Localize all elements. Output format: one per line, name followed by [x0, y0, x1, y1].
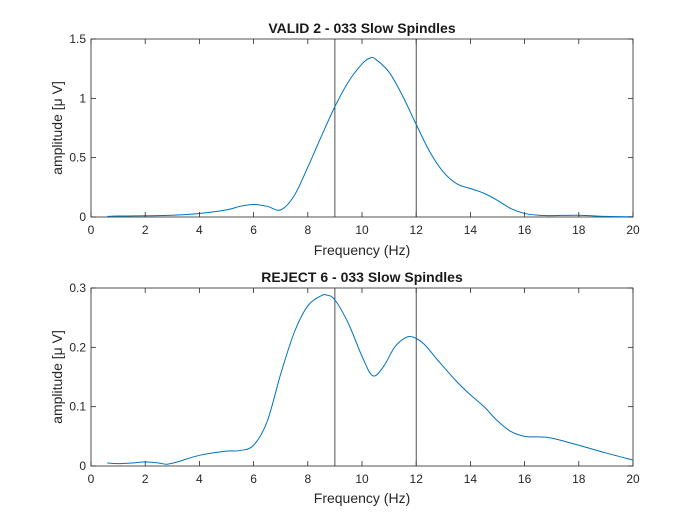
axes-box	[90, 38, 634, 218]
x-tick-label: 14	[464, 223, 478, 237]
x-tick-label: 2	[142, 472, 149, 486]
x-tick-label: 12	[410, 223, 424, 237]
axes-box	[90, 287, 634, 467]
x-tick-label: 2	[142, 223, 149, 237]
x-tick-label: 18	[572, 472, 586, 486]
y-tick-label: 0.1	[69, 400, 86, 414]
x-tick-label: 6	[250, 223, 257, 237]
x-tick-label: 8	[304, 472, 311, 486]
x-tick-label: 6	[250, 472, 257, 486]
x-tick-label: 14	[464, 472, 478, 486]
y-axis-ticks: 0 0.5 1 1.5	[69, 32, 633, 224]
y-axis-label: amplitude [μ V]	[49, 330, 65, 424]
x-tick-label: 0	[88, 472, 95, 486]
reference-lines	[334, 288, 417, 466]
x-tick-label: 10	[355, 223, 369, 237]
data-line	[107, 56, 634, 218]
x-tick-label: 20	[626, 472, 640, 486]
x-tick-label: 20	[626, 223, 640, 237]
x-tick-label: 0	[88, 223, 95, 237]
chart-title: REJECT 6 - 033 Slow Spindles	[261, 269, 463, 285]
subplot-valid: VALID 2 - 033 Slow Spindles 0 2 4 6 8 10 12 14 1…	[49, 20, 640, 258]
y-tick-label: 0	[79, 459, 86, 473]
x-tick-label: 18	[572, 223, 586, 237]
y-tick-label: 0.2	[69, 340, 86, 354]
x-axis-ticks: 0 2 4 6 8 10 12 14 16 18 20	[88, 288, 640, 486]
y-tick-label: 1.5	[69, 32, 86, 46]
subplot-reject: REJECT 6 - 033 Slow Spindles 0 2 4 6 8 10 12 14…	[49, 269, 640, 506]
x-tick-label: 4	[196, 223, 203, 237]
y-tick-label: 0.3	[69, 281, 86, 295]
x-tick-label: 16	[518, 472, 532, 486]
x-tick-label: 8	[304, 223, 311, 237]
y-tick-label: 1	[79, 91, 86, 105]
x-axis-label: Frequency (Hz)	[314, 242, 410, 258]
chart-title: VALID 2 - 033 Slow Spindles	[268, 20, 455, 36]
x-tick-label: 12	[410, 472, 424, 486]
reference-lines	[334, 39, 417, 217]
x-tick-label: 4	[196, 472, 203, 486]
data-line	[107, 293, 634, 465]
x-tick-label: 16	[518, 223, 532, 237]
x-axis-label: Frequency (Hz)	[314, 490, 410, 506]
y-tick-label: 0.5	[69, 151, 86, 165]
x-axis-ticks: 0 2 4 6 8 10 12 14 16 18 20	[88, 39, 640, 237]
y-axis-label: amplitude [μ V]	[49, 81, 65, 175]
x-tick-label: 10	[355, 472, 369, 486]
y-tick-label: 0	[79, 210, 86, 224]
y-axis-ticks: 0 0.1 0.2 0.3	[69, 281, 633, 473]
